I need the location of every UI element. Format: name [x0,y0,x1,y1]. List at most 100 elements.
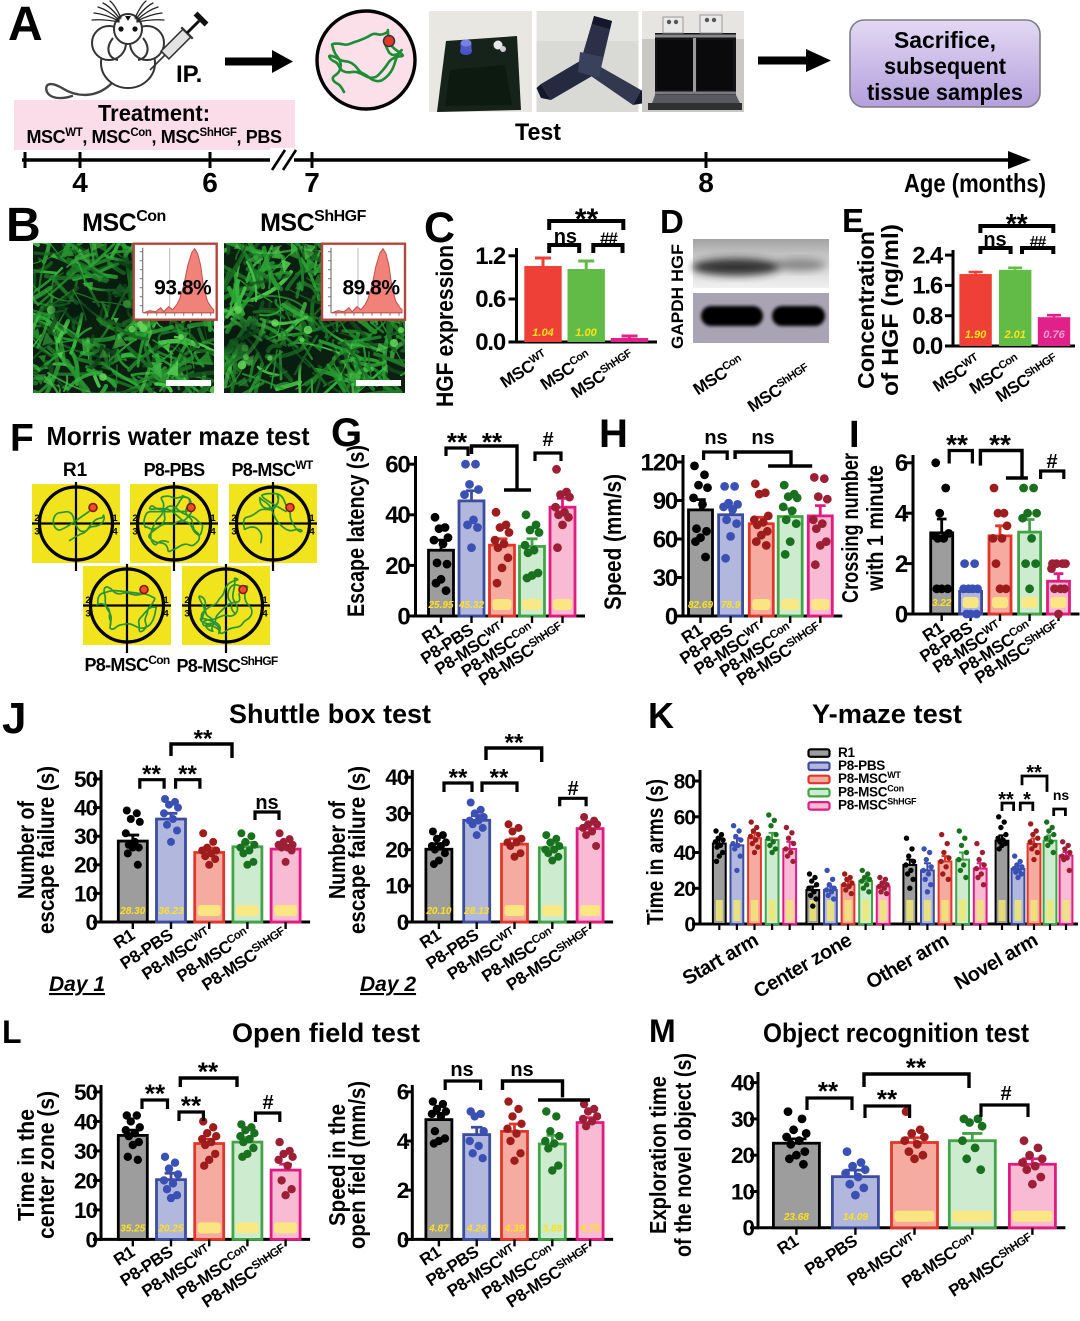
svg-text:**: ** [142,761,161,788]
svg-text:30: 30 [385,801,409,826]
svg-text:60: 60 [385,452,410,479]
svg-text:C: C [424,204,455,252]
svg-text:0: 0 [742,1216,754,1241]
svg-text:ns: ns [983,229,1006,251]
svg-text:1.04: 1.04 [532,327,553,339]
svg-text:HGF expression: HGF expression [432,245,459,407]
svg-text:0.76: 0.76 [1043,329,1065,341]
svg-text:6: 6 [202,167,218,198]
svg-text:**: ** [877,1084,898,1114]
svg-text:**: ** [145,1079,166,1109]
svg-text:#: # [262,1092,273,1114]
svg-text:0: 0 [397,603,410,630]
svg-text:M: M [649,1013,676,1049]
svg-text:60: 60 [674,806,696,829]
svg-text:Shuttle box test: Shuttle box test [229,699,431,729]
svg-text:ns: ns [1053,787,1070,803]
svg-text:20: 20 [385,553,410,580]
svg-text:8: 8 [698,167,714,198]
svg-text:0: 0 [85,910,97,935]
svg-text:4: 4 [163,609,169,620]
svg-text:#: # [542,429,553,451]
svg-text:93.8%: 93.8% [154,277,212,300]
svg-text:10: 10 [385,874,409,899]
svg-text:Day 1: Day 1 [49,973,105,996]
svg-text:**: ** [575,203,599,236]
svg-text:Crossing number: Crossing number [837,453,863,603]
svg-text:3.88: 3.88 [543,1223,563,1234]
svg-text:89.8%: 89.8% [342,277,400,300]
svg-text:0: 0 [895,601,908,628]
svg-text:0: 0 [684,914,695,937]
svg-text:4.39: 4.39 [504,1223,525,1234]
svg-text:subsequent: subsequent [884,53,1006,79]
svg-text:D: D [660,203,684,240]
svg-text:1.2: 1.2 [475,243,506,270]
svg-text:0: 0 [397,1227,409,1252]
svg-text:**: ** [447,427,468,457]
svg-text:P8-PBS: P8-PBS [838,758,885,773]
svg-text:**: ** [490,765,509,792]
svg-text:Day 2: Day 2 [360,973,416,996]
svg-text:1: 1 [163,595,169,606]
svg-text:35.25: 35.25 [120,1223,145,1234]
svg-text:28.30: 28.30 [119,906,145,917]
svg-text:30: 30 [74,824,98,849]
svg-text:J: J [2,694,26,743]
svg-text:10: 10 [74,1198,98,1223]
svg-text:F: F [10,417,34,460]
svg-text:Object recognition test: Object recognition test [763,1018,1029,1048]
svg-text:20: 20 [74,1168,98,1193]
svg-text:30: 30 [653,565,678,592]
svg-text:HGF: HGF [668,244,687,282]
svg-text:Time in the: Time in the [13,1109,39,1221]
svg-text:escape failure (s): escape failure (s) [33,766,59,934]
svg-text:10: 10 [731,1179,755,1204]
svg-text:##: ## [1030,234,1047,251]
svg-text:78.9: 78.9 [721,600,741,611]
svg-text:**: ** [906,1053,927,1083]
svg-text:50: 50 [74,767,98,792]
svg-text:20.10: 20.10 [425,906,451,917]
svg-text:Age (months): Age (months) [904,168,1046,198]
svg-text:ns: ns [510,1059,533,1081]
svg-text:Number of: Number of [324,801,350,899]
svg-text:#: # [1046,451,1057,473]
svg-text:R1: R1 [63,460,88,481]
svg-text:I: I [849,414,860,456]
svg-text:open field (mm/s): open field (mm/s) [344,1081,370,1249]
svg-text:escape failure (s): escape failure (s) [344,766,370,934]
svg-text:0: 0 [665,603,678,630]
svg-text:3: 3 [85,609,90,620]
svg-text:K: K [648,695,674,736]
svg-text:#: # [1000,1083,1011,1105]
svg-text:4: 4 [309,527,315,538]
svg-text:3: 3 [184,609,189,620]
svg-text:6: 6 [397,1080,409,1105]
svg-text:20.25: 20.25 [157,1223,183,1234]
svg-text:GAPDH: GAPDH [668,287,687,349]
svg-text:ns: ns [255,792,278,814]
svg-text:**: ** [449,765,468,792]
svg-text:3: 3 [34,527,39,538]
svg-text:0: 0 [85,1227,97,1252]
svg-text:20: 20 [385,837,409,862]
svg-text:**: ** [998,789,1014,811]
svg-text:Time in arms (s): Time in arms (s) [642,779,668,925]
svg-text:4: 4 [397,1129,410,1154]
svg-text:23.68: 23.68 [783,1212,809,1223]
svg-text:**: ** [989,429,1011,460]
svg-text:40: 40 [74,795,98,820]
svg-text:0.6: 0.6 [475,286,506,313]
svg-text:**: ** [946,429,968,460]
svg-text:3: 3 [132,527,137,538]
svg-text:3.22: 3.22 [932,598,952,609]
svg-text:40: 40 [385,502,410,529]
svg-text:4.87: 4.87 [428,1223,449,1234]
svg-text:25.95: 25.95 [427,600,453,611]
svg-text:4.75: 4.75 [579,1223,600,1234]
svg-text:80: 80 [674,771,696,794]
svg-text:4.26: 4.26 [466,1223,487,1234]
svg-text:Speed (mm/s): Speed (mm/s) [600,474,627,610]
svg-text:1.6: 1.6 [912,273,943,300]
